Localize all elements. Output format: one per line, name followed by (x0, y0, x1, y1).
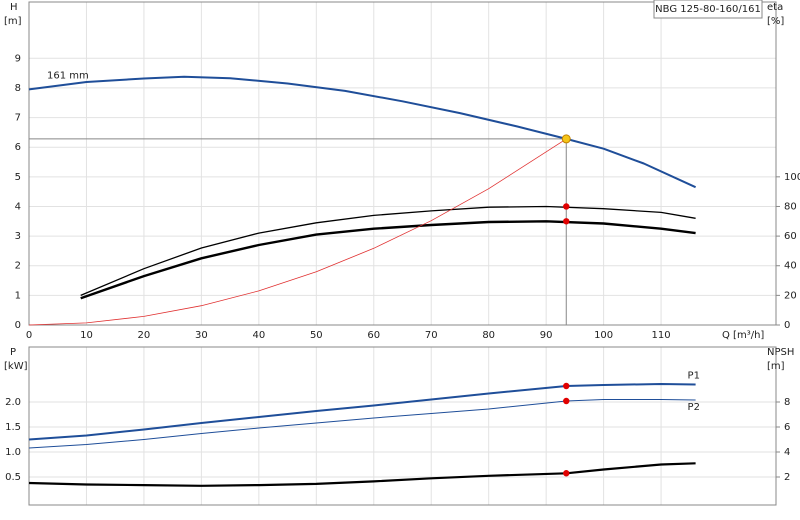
x-tick-label: 90 (540, 330, 553, 341)
curve (28, 399, 696, 449)
y2-tick-label: 20 (784, 290, 797, 301)
y2-tick-label: 6 (784, 422, 790, 433)
curve-label: P2 (688, 402, 700, 413)
curve (28, 75, 697, 189)
curve-label: 161 mm (47, 70, 89, 81)
y-tick-label: 6 (15, 142, 21, 153)
y-tick-label: 1.5 (5, 422, 21, 433)
y2-tick-label: 100 (784, 172, 800, 183)
y-axis-unit: [kW] (4, 361, 28, 372)
y2-tick-label: 2 (784, 472, 790, 483)
y2-axis-unit: [m] (767, 361, 785, 372)
y2-tick-label: 60 (784, 231, 797, 242)
operating-point (561, 134, 571, 144)
y2-tick-label: 0 (784, 320, 790, 331)
y-tick-label: 0.5 (5, 472, 21, 483)
x-tick-label: 30 (195, 330, 208, 341)
y2-tick-label: 4 (784, 447, 790, 458)
x-tick-label: 20 (138, 330, 151, 341)
operating-point (563, 218, 570, 225)
operating-point (563, 397, 570, 405)
plot-frame (28, 346, 777, 506)
curve (80, 220, 696, 300)
x-tick-label: 70 (425, 330, 438, 341)
curve (80, 205, 696, 296)
x-tick-label: 10 (80, 330, 93, 341)
y-tick-label: 2 (15, 261, 21, 272)
x-tick-label: 0 (26, 330, 32, 341)
y2-axis-unit: [%] (767, 16, 784, 27)
title-box (653, 0, 763, 19)
x-tick-label: 110 (652, 330, 671, 341)
curve (28, 138, 567, 326)
y-tick-label: 2.0 (5, 397, 21, 408)
x-tick-label: 50 (310, 330, 323, 341)
y2-tick-label: 8 (784, 397, 790, 408)
curve-label: P1 (688, 371, 700, 382)
y-axis-label: H (10, 2, 18, 13)
operating-point (563, 203, 570, 210)
x-tick-label: 60 (367, 330, 380, 341)
y2-tick-label: 80 (784, 201, 797, 212)
curve (28, 383, 696, 441)
y2-tick-label: 40 (784, 261, 797, 272)
x-axis-label: Q [m³/h] (722, 330, 764, 341)
y-tick-label: 9 (15, 53, 21, 64)
y2-axis-label: eta (767, 2, 783, 13)
curve (28, 462, 696, 487)
y-tick-label: 3 (15, 231, 21, 242)
x-tick-label: 80 (482, 330, 495, 341)
y-tick-label: 1 (15, 290, 21, 301)
y-tick-label: 5 (15, 172, 21, 183)
chart-title: NBG 125-80-160/161 (655, 4, 761, 15)
y2-axis-label: NPSH (767, 347, 794, 358)
y-axis-unit: [m] (4, 16, 22, 27)
x-tick-label: 100 (594, 330, 613, 341)
y-tick-label: 7 (15, 113, 21, 124)
y-tick-label: 0 (15, 320, 21, 331)
y-tick-label: 4 (15, 201, 21, 212)
y-axis-label: P (10, 347, 16, 358)
x-tick-label: 40 (252, 330, 265, 341)
operating-point (563, 470, 570, 477)
operating-point (563, 382, 570, 390)
y-tick-label: 1.0 (5, 447, 21, 458)
y-tick-label: 8 (15, 83, 21, 94)
plot-frame (28, 1, 777, 326)
